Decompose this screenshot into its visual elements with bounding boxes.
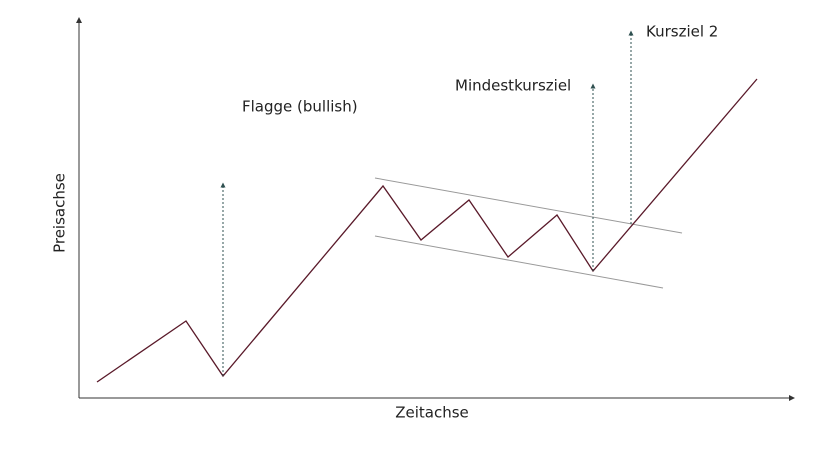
y-axis-label: Preisachse [51, 173, 69, 253]
price-line [96, 78, 758, 383]
x-axis-label: Zeitachse [395, 404, 469, 422]
flag-lower-line [374, 235, 664, 289]
target-1-label: Mindestkursziel [455, 77, 571, 95]
flag-upper-line [374, 177, 683, 234]
target-2-label: Kursziel 2 [646, 23, 718, 41]
title: Flagge (bullish) [242, 98, 358, 116]
